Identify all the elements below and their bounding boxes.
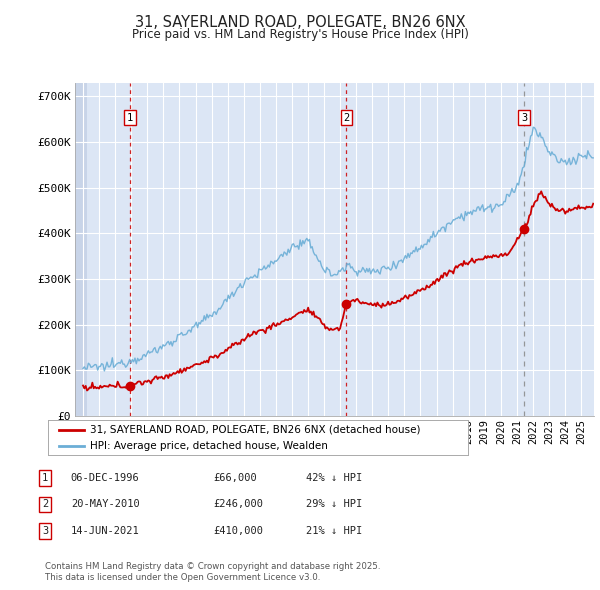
Text: 20-MAY-2010: 20-MAY-2010: [71, 500, 140, 509]
Text: £410,000: £410,000: [213, 526, 263, 536]
Text: £66,000: £66,000: [213, 473, 257, 483]
Text: 2: 2: [42, 500, 48, 509]
Text: 2: 2: [343, 113, 349, 123]
Text: 31, SAYERLAND ROAD, POLEGATE, BN26 6NX (detached house): 31, SAYERLAND ROAD, POLEGATE, BN26 6NX (…: [90, 425, 421, 435]
Text: 21% ↓ HPI: 21% ↓ HPI: [306, 526, 362, 536]
Text: 42% ↓ HPI: 42% ↓ HPI: [306, 473, 362, 483]
Text: Contains HM Land Registry data © Crown copyright and database right 2025.
This d: Contains HM Land Registry data © Crown c…: [45, 562, 380, 582]
Bar: [75, 83, 87, 416]
Text: 1: 1: [42, 473, 48, 483]
Text: 29% ↓ HPI: 29% ↓ HPI: [306, 500, 362, 509]
Text: 3: 3: [42, 526, 48, 536]
Text: HPI: Average price, detached house, Wealden: HPI: Average price, detached house, Weal…: [90, 441, 328, 451]
Text: £246,000: £246,000: [213, 500, 263, 509]
Text: 1: 1: [127, 113, 133, 123]
Text: 31, SAYERLAND ROAD, POLEGATE, BN26 6NX: 31, SAYERLAND ROAD, POLEGATE, BN26 6NX: [134, 15, 466, 30]
Text: 14-JUN-2021: 14-JUN-2021: [71, 526, 140, 536]
Text: Price paid vs. HM Land Registry's House Price Index (HPI): Price paid vs. HM Land Registry's House …: [131, 28, 469, 41]
Text: 3: 3: [521, 113, 527, 123]
Text: 06-DEC-1996: 06-DEC-1996: [71, 473, 140, 483]
